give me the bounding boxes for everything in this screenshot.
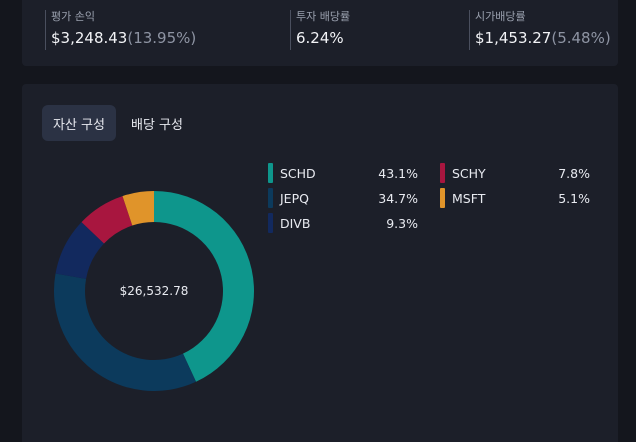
donut-svg [54,191,254,391]
allocation-tabs: 자산 구성 배당 구성 [42,105,194,141]
legend-item-divb[interactable]: DIVB 9.3% [268,213,418,233]
donut-center-value: $26,532.78 [119,284,189,298]
tab-asset-composition[interactable]: 자산 구성 [42,105,116,141]
stat-label: 투자 배당률 [296,10,351,23]
legend-swatch [268,163,273,183]
stat-value: $1,453.27(5.48%) [475,28,615,48]
stat-label: 평가 손익 [51,10,95,23]
stat-investment-dividend-rate: 투자 배당률 6.24% [290,10,456,50]
allocation-card: 자산 구성 배당 구성 $26,532.78 SCHD 43.1% JEPQ 34.7… [22,84,618,442]
legend-item-schy[interactable]: SCHY 7.8% [440,163,590,183]
stat-sub-value: (5.48%) [551,29,611,47]
stat-label: 시가배당률 [475,10,526,23]
legend-name: JEPQ [280,190,309,206]
stat-amount: $3,248.43 [51,29,128,47]
legend-name: MSFT [452,190,486,206]
legend-swatch [268,188,273,208]
legend-swatch [440,188,445,208]
stat-valuation-profit: 평가 손익 $3,248.43(13.95%) [45,10,251,50]
legend-percent: 34.7% [378,190,418,206]
stat-amount: $1,453.27 [475,29,552,47]
summary-stats-card: 평가 손익 $3,248.43(13.95%) 투자 배당률 6.24% 시가배… [22,0,618,66]
legend-percent: 7.8% [558,165,590,181]
stat-sub-value: (13.95%) [127,29,197,47]
stat-market-dividend-rate: 시가배당률 $1,453.27(5.48%) [469,10,615,50]
stat-value: 6.24% [296,28,456,48]
legend-name: SCHD [280,165,316,181]
stat-amount: 6.24% [296,29,344,47]
legend-percent: 43.1% [378,165,418,181]
legend-item-jepq[interactable]: JEPQ 34.7% [268,188,418,208]
legend-name: SCHY [452,165,486,181]
tab-dividend-composition[interactable]: 배당 구성 [130,117,183,133]
legend-swatch [268,213,273,233]
legend-name: DIVB [280,215,311,231]
legend-percent: 9.3% [386,215,418,231]
donut-slice-jepq[interactable] [54,273,197,391]
stat-value: $3,248.43(13.95%) [51,28,251,48]
donut-slice-msft[interactable] [122,191,154,226]
allocation-donut-chart: $26,532.78 [54,191,254,391]
legend-swatch [440,163,445,183]
legend-item-schd[interactable]: SCHD 43.1% [268,163,418,183]
legend-percent: 5.1% [558,190,590,206]
donut-slice-schy[interactable] [81,196,133,244]
donut-slice-schd[interactable] [154,191,254,382]
donut-slice-divb[interactable] [55,222,104,279]
legend-item-msft[interactable]: MSFT 5.1% [440,188,590,208]
